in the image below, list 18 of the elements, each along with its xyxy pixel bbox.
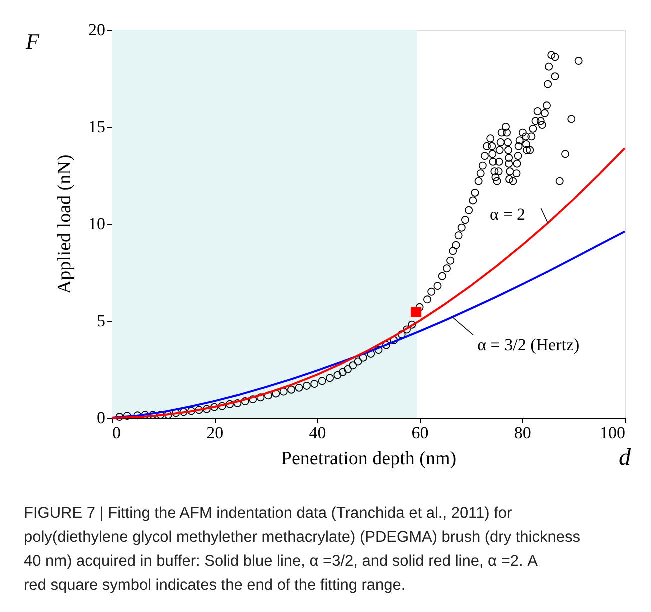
text: F: [25, 29, 40, 54]
y-tick-label: 15: [88, 118, 106, 136]
y-tick-label: 10: [88, 214, 106, 234]
x-tick-label: 0: [112, 424, 121, 442]
x-axis-title: Penetration depth (nm): [281, 448, 457, 470]
x-tick-label: 100: [600, 424, 626, 442]
y-tick-label: 5: [97, 312, 106, 330]
x-tick-label: 20: [206, 424, 224, 442]
y-tick-label: 20: [88, 20, 106, 40]
caption: FIGURE 7 | Fitting the AFM indentation data (Tranchida et al., 2011) for poly(diethylene glycol methylether methacrylate) (PDEGMA) brush (dry thickness 40 nm) acquired in buffer: Solid blue line, α =3/2, and solid red line, α =2. A red square symbol indicates the end of the fitting range.: [24, 505, 581, 594]
y-axis-title: Applied load (nN): [54, 154, 76, 294]
annotation: α = 3/2 (Hertz): [478, 335, 580, 354]
x-tick-label: 40: [309, 424, 326, 442]
x-tick-label: 60: [412, 424, 429, 442]
annotation: α = 2: [490, 205, 526, 224]
y-tick-label: 0: [97, 408, 106, 428]
x-tick-label: 80: [514, 424, 532, 442]
text: d: [619, 445, 632, 471]
